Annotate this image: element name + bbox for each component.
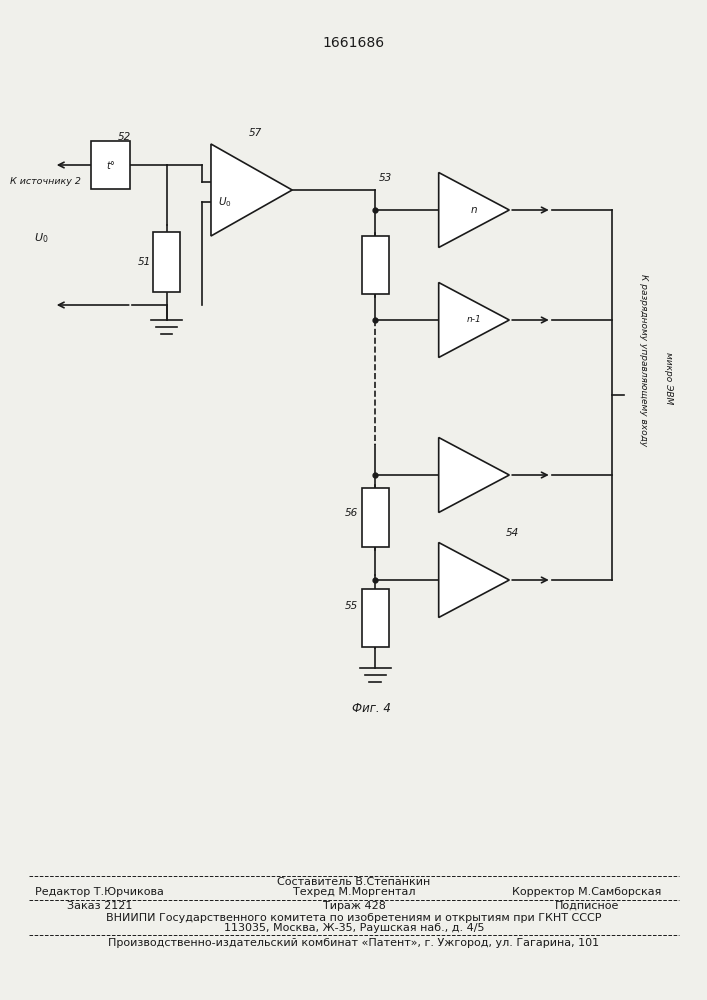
Text: 113035, Москва, Ж-35, Раушская наб., д. 4/5: 113035, Москва, Ж-35, Раушская наб., д. … [223,923,484,933]
Text: 57: 57 [248,128,262,138]
Bar [362,488,389,546]
Text: 52: 52 [118,132,131,142]
Text: 55: 55 [345,601,358,611]
Text: К источнику 2: К источнику 2 [10,178,81,186]
Text: $U_0$: $U_0$ [218,195,231,209]
Text: Производственно-издательский комбинат «Патент», г. Ужгород, ул. Гагарина, 101: Производственно-издательский комбинат «П… [108,938,600,948]
Bar [91,141,130,189]
Bar [362,589,389,647]
Text: Заказ 2121: Заказ 2121 [67,901,132,911]
Text: 53: 53 [379,173,392,183]
Text: $t°$: $t°$ [105,159,115,171]
Polygon shape [438,172,509,247]
Text: Подписное: Подписное [555,901,619,911]
Text: микро ЭВМ: микро ЭВМ [664,352,672,404]
Text: Корректор М.Самборская: Корректор М.Самборская [513,887,662,897]
Text: 56: 56 [345,508,358,518]
Text: 54: 54 [506,528,519,538]
Bar [362,236,389,294]
Polygon shape [438,282,509,357]
Text: К разрядному управляющему входу: К разрядному управляющему входу [639,274,648,446]
Text: $U_0$: $U_0$ [34,231,48,245]
Text: Составитель В.Степанкин: Составитель В.Степанкин [277,877,431,887]
Polygon shape [211,144,292,236]
Text: n-1: n-1 [467,316,481,324]
Text: 1661686: 1661686 [323,36,385,50]
Text: 51: 51 [138,257,151,267]
Text: n: n [471,205,477,215]
Bar [153,232,180,292]
Text: Тираж 428: Тираж 428 [322,901,385,911]
Text: Редактор Т.Юрчикова: Редактор Т.Юрчикова [35,887,164,897]
Text: Фиг. 4: Фиг. 4 [352,702,391,714]
Text: ВНИИПИ Государственного комитета по изобретениям и открытиям при ГКНТ СССР: ВНИИПИ Государственного комитета по изоб… [106,913,602,923]
Polygon shape [438,438,509,512]
Text: Техред М.Моргентал: Техред М.Моргентал [293,887,415,897]
Polygon shape [438,542,509,617]
